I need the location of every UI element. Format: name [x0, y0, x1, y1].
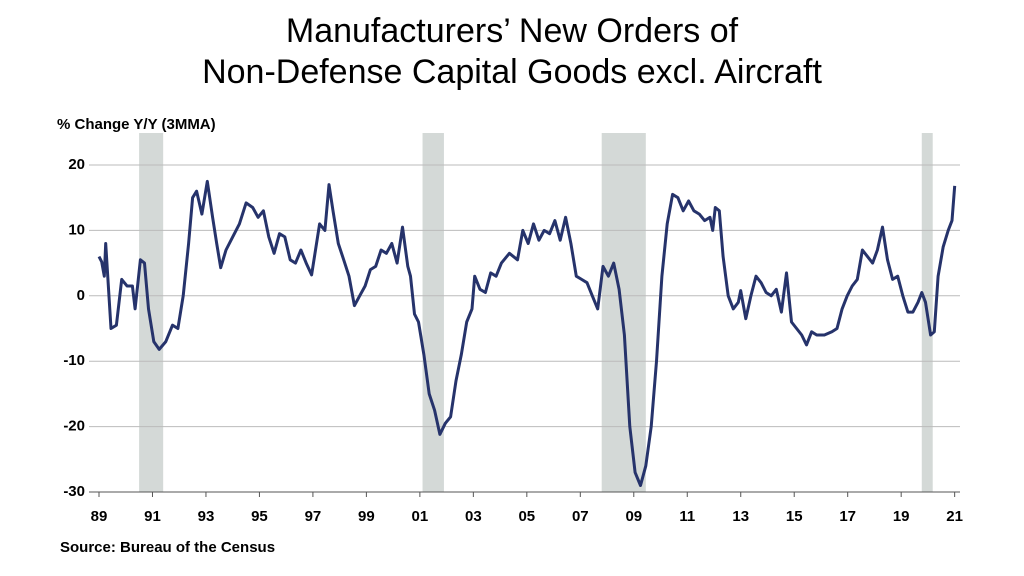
y-tick-label: -10: [63, 352, 85, 369]
x-tick-label: 19: [893, 508, 910, 525]
source: Source: Bureau of the Census: [60, 539, 275, 556]
y-tick-label: 0: [77, 287, 85, 304]
recession-band: [422, 133, 444, 492]
x-tick-label: 09: [625, 508, 642, 525]
x-tick-label: 91: [144, 508, 161, 525]
recession-band: [601, 133, 646, 492]
chart-title: Manufacturers’ New Orders of: [286, 12, 739, 50]
y-tick-label: 10: [68, 221, 85, 238]
x-tick-label: 89: [91, 508, 108, 525]
x-tick-label: 99: [358, 508, 375, 525]
x-tick-label: 15: [786, 508, 803, 525]
x-tick-label: 01: [412, 508, 429, 525]
y-tick-label: 20: [68, 156, 85, 173]
y-tick-label: -20: [63, 418, 85, 435]
x-tick-label: 13: [732, 508, 749, 525]
x-tick-label: 95: [251, 508, 268, 525]
x-tick-label: 05: [518, 508, 535, 525]
x-tick-label: 17: [839, 508, 856, 525]
chart-title: Non-Defense Capital Goods excl. Aircraft: [202, 53, 822, 91]
data-line: [97, 179, 957, 487]
x-tick-label: 93: [198, 508, 215, 525]
y-axis-label: % Change Y/Y (3MMA): [57, 116, 216, 133]
x-tick-label: 21: [946, 508, 963, 525]
recession-band: [139, 133, 164, 492]
x-tick-label: 03: [465, 508, 482, 525]
x-tick-label: 11: [679, 508, 695, 525]
y-tick-label: -30: [63, 483, 85, 500]
x-tick-label: 97: [305, 508, 322, 525]
x-tick-label: 07: [572, 508, 589, 525]
